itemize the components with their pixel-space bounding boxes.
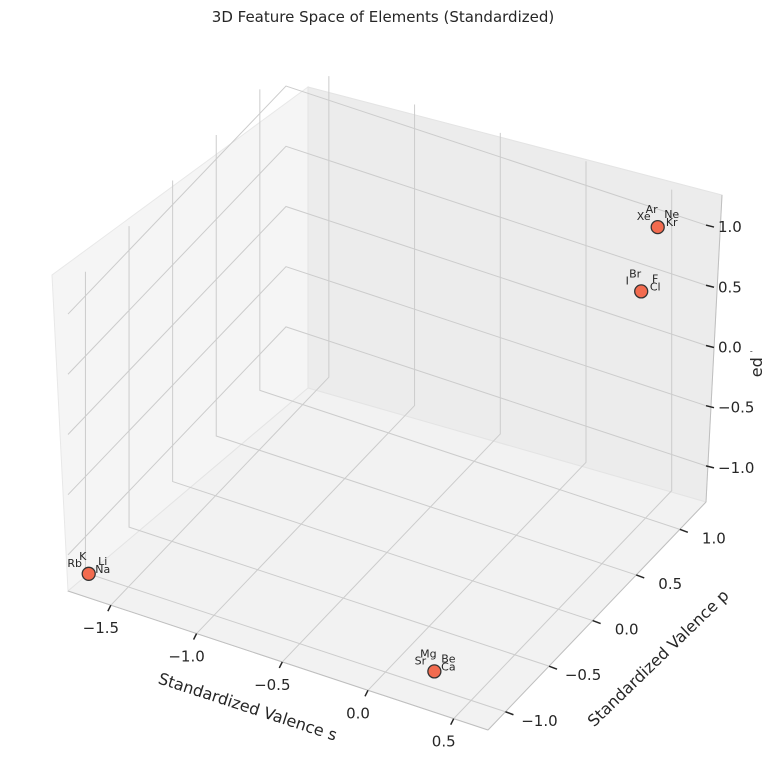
- x-ticks: −1.5 −1.0 −0.5 0.0 0.5: [83, 604, 456, 751]
- x-gridline: [196, 104, 416, 634]
- x-tick-label: 0.5: [432, 733, 456, 751]
- point-label: Ne: [664, 208, 679, 221]
- y-tick-label: 0.5: [658, 575, 682, 593]
- z-tick-label: 0.0: [718, 338, 742, 356]
- z-tick-mark: [705, 344, 715, 349]
- y-tick-label: −0.5: [565, 666, 601, 684]
- y-tick-mark: [505, 711, 514, 716]
- point-label: Ca: [441, 660, 455, 673]
- point-label: Na: [95, 563, 110, 576]
- y-tick-mark: [548, 665, 558, 670]
- y-gridline: [215, 134, 637, 576]
- x-gridline: [367, 161, 587, 691]
- x-tick-label: −1.0: [168, 648, 204, 666]
- chart-title: 3D Feature Space of Elements (Standardiz…: [212, 8, 554, 26]
- x-axis-label: Standardized Valence s: [156, 669, 339, 745]
- z-axis-line: [705, 194, 723, 503]
- point-label: F: [652, 272, 658, 285]
- data-point: [650, 219, 665, 235]
- y-ticks: −1.0 −0.5 0.0 0.5 1.0: [505, 528, 726, 730]
- z-tick-label: −0.5: [718, 399, 754, 417]
- point-label: Br: [629, 267, 642, 280]
- point-label: Sr: [415, 654, 427, 667]
- z-tick-label: 0.5: [718, 278, 742, 296]
- y-tick-mark: [635, 574, 645, 579]
- x-tick-mark: [192, 633, 198, 640]
- y-gridline: [259, 89, 680, 530]
- x-tick-label: −0.5: [254, 676, 290, 694]
- z-gridline: [67, 85, 707, 315]
- z-axis-label: Standardized Valence Total: [747, 247, 766, 463]
- point-label: Ar: [646, 203, 659, 216]
- z-gridline: [67, 266, 707, 496]
- y-gridline: [172, 180, 593, 622]
- point-label: Rb: [67, 557, 82, 570]
- point-label: Kr: [666, 216, 678, 229]
- y-tick-label: 0.0: [615, 621, 639, 639]
- y-tick-label: −1.0: [521, 712, 557, 730]
- x-tick-mark: [107, 604, 112, 612]
- point-label: Be: [441, 652, 456, 665]
- z-tick-label: 1.0: [718, 218, 742, 236]
- z-gridline: [67, 145, 707, 375]
- y-tick-mark: [592, 619, 601, 625]
- point-label: I: [626, 274, 629, 287]
- x-tick-mark: [364, 689, 369, 697]
- point-label: Cl: [650, 280, 661, 293]
- y-axis-line: [487, 501, 707, 731]
- z-tick-mark: [705, 404, 715, 409]
- x-gridline: [110, 76, 330, 606]
- data-point: [634, 284, 649, 299]
- axis-lines: [67, 194, 723, 731]
- x-gridline: [281, 132, 501, 663]
- x-tick-label: −1.5: [83, 619, 119, 637]
- y-tick-mark: [679, 528, 689, 534]
- axis-panes: [51, 86, 723, 731]
- z-tick-mark: [705, 465, 715, 469]
- y-tick-label: 1.0: [702, 529, 726, 547]
- y-axis-label: Standardized Valence p: [584, 586, 733, 731]
- z-tick-label: −1.0: [718, 459, 754, 477]
- y-gridline: [128, 226, 550, 667]
- x-tick-mark: [450, 718, 455, 725]
- z-tick-mark: [705, 284, 715, 289]
- point-label: Xe: [637, 210, 651, 223]
- z-tick-mark: [705, 224, 715, 228]
- data-point: [81, 566, 96, 581]
- z-ticks: −1.0 −0.5 0.0 0.5 1.0: [705, 218, 754, 477]
- x-tick-label: 0.0: [346, 704, 370, 722]
- x-axis-line: [67, 590, 489, 731]
- x-tick-mark: [278, 661, 283, 669]
- point-label: K: [79, 550, 87, 563]
- point-label: Mg: [420, 647, 436, 660]
- z-gridline: [67, 205, 707, 435]
- z-gridline: [67, 326, 707, 556]
- data-point: [427, 664, 442, 679]
- x-gridline: [453, 189, 673, 719]
- point-label: Li: [98, 555, 107, 568]
